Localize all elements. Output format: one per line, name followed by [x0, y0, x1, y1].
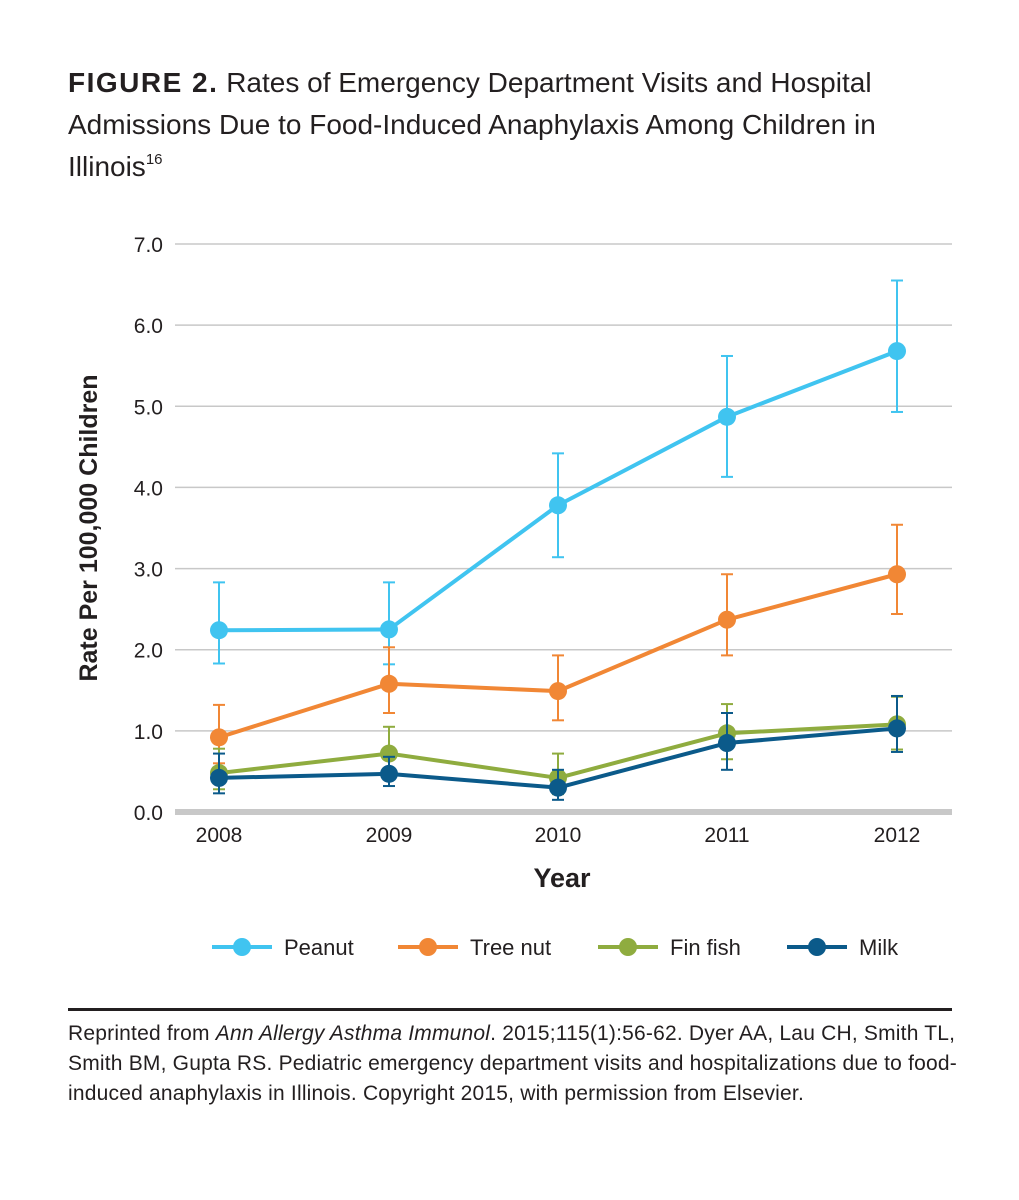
- x-tick-labels: 2008 2009 2010 2011 2012: [196, 824, 921, 847]
- citation-prefix: Reprinted from: [68, 1022, 216, 1045]
- y-tick-label: 3.0: [134, 559, 163, 582]
- legend-swatch-marker: [233, 938, 251, 956]
- data-point-milk: [380, 764, 398, 783]
- data-point-fin-fish: [380, 744, 398, 763]
- x-tick-label: 2011: [704, 824, 749, 847]
- data-point-milk: [718, 734, 736, 753]
- y-tick-label: 5.0: [134, 396, 163, 419]
- data-point-tree-nut: [210, 728, 228, 747]
- x-tick-label: 2009: [366, 824, 413, 847]
- data-point-peanut: [718, 407, 736, 426]
- y-tick-label: 4.0: [134, 477, 163, 500]
- legend-swatch-marker: [619, 938, 637, 956]
- data-point-tree-nut: [549, 682, 567, 701]
- legend-item-milk: Milk: [787, 935, 899, 960]
- legend-label: Milk: [859, 935, 899, 960]
- data-point-milk: [549, 778, 567, 797]
- legend-item-tree-nut: Tree nut: [398, 935, 551, 960]
- divider-rule: [68, 1008, 952, 1011]
- data-point-tree-nut: [888, 565, 906, 584]
- figure-title-text: Rates of Emergency Department Visits and…: [68, 67, 876, 182]
- y-tick-label: 1.0: [134, 721, 163, 744]
- data-point-milk: [210, 768, 228, 787]
- figure-reference: 16: [145, 151, 163, 168]
- series-milk: [210, 694, 906, 801]
- legend: Peanut Tree nut Fin fish Milk: [212, 935, 899, 960]
- y-tick-label: 7.0: [134, 234, 163, 257]
- legend-swatch-marker: [419, 938, 437, 956]
- data-point-peanut: [210, 621, 228, 640]
- legend-label: Peanut: [284, 935, 354, 960]
- data-point-tree-nut: [718, 610, 736, 629]
- data-point-peanut: [888, 342, 906, 361]
- x-tick-label: 2012: [874, 824, 921, 847]
- legend-label: Fin fish: [670, 935, 741, 960]
- figure-title: FIGURE 2. Rates of Emergency Department …: [68, 62, 948, 188]
- figure-label: FIGURE 2.: [68, 67, 219, 98]
- x-tick-label: 2010: [535, 824, 582, 847]
- x-tick-label: 2008: [196, 824, 243, 847]
- y-axis-label: Rate Per 100,000 Children: [75, 374, 103, 681]
- line-chart: 0.0 1.0 2.0 3.0 4.0 5.0 6.0 7.0 2008 2009 2010 201…: [75, 234, 952, 960]
- data-series: [210, 279, 906, 801]
- legend-item-fin-fish: Fin fish: [598, 935, 741, 960]
- series-tree-nut: [210, 523, 906, 765]
- y-tick-label: 6.0: [134, 315, 163, 338]
- data-point-milk: [888, 719, 906, 738]
- grid-lines: [175, 243, 952, 732]
- data-point-peanut: [380, 620, 398, 639]
- series-peanut: [210, 279, 906, 666]
- legend-swatch-marker: [808, 938, 826, 956]
- legend-label: Tree nut: [470, 935, 551, 960]
- legend-item-peanut: Peanut: [212, 935, 354, 960]
- y-tick-label: 2.0: [134, 640, 163, 663]
- citation-journal: Ann Allergy Asthma Immunol: [215, 1022, 491, 1045]
- x-axis-label: Year: [533, 863, 591, 893]
- y-tick-labels: 0.0 1.0 2.0 3.0 4.0 5.0 6.0 7.0: [134, 234, 163, 825]
- data-point-peanut: [549, 496, 567, 515]
- data-point-tree-nut: [380, 674, 398, 693]
- citation-rest: . 2015;115(1):56-62. Dyer AA, Lau CH, Sm…: [68, 1022, 957, 1105]
- citation: Reprinted from Ann Allergy Asthma Immuno…: [68, 1019, 958, 1109]
- y-tick-label: 0.0: [134, 802, 163, 825]
